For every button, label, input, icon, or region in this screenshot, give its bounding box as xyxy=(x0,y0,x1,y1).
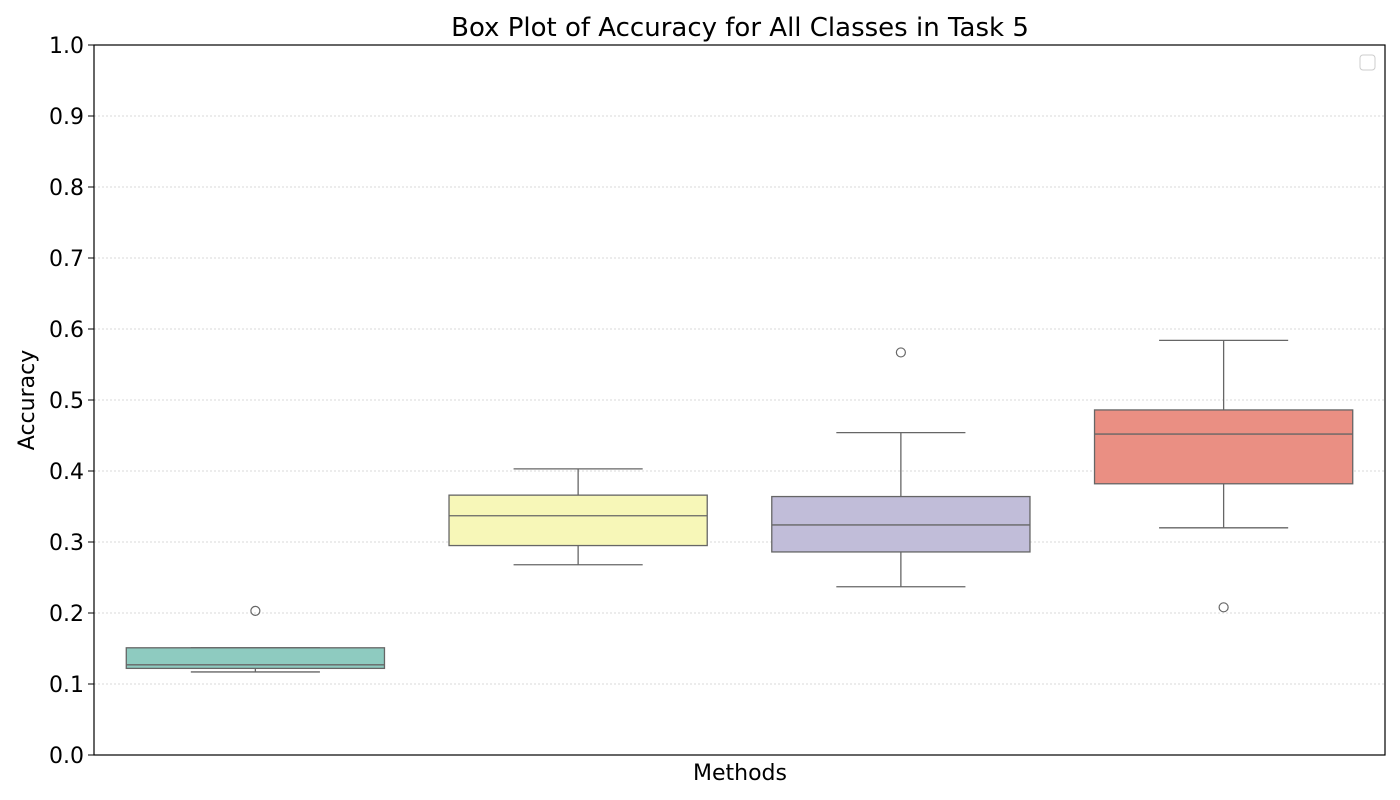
outlier-point xyxy=(895,347,906,358)
box-body xyxy=(1093,409,1354,485)
box-body xyxy=(125,647,386,670)
y-tick-label: 0.8 xyxy=(49,176,84,201)
box-body xyxy=(448,494,708,547)
y-tick-label: 0.6 xyxy=(49,318,84,343)
y-tick-label: 0.5 xyxy=(49,389,84,414)
y-tick-label: 0.1 xyxy=(49,673,84,698)
y-tick-label: 0.4 xyxy=(49,460,84,485)
legend-box xyxy=(1359,54,1376,71)
y-tick-label: 0.2 xyxy=(49,602,84,627)
x-axis-label: Methods xyxy=(693,761,787,786)
box-4 xyxy=(1093,339,1354,613)
box-1 xyxy=(125,605,386,673)
chart-title: Box Plot of Accuracy for All Classes in … xyxy=(451,13,1029,43)
y-tick-label: 1.0 xyxy=(49,34,84,59)
grid-lines xyxy=(94,115,1385,685)
y-axis-ticks: 0.0 0.1 0.2 0.3 0.4 0.5 0.6 0.7 0.8 0.9 1.0 xyxy=(49,34,94,769)
outlier-point xyxy=(1218,602,1229,613)
y-tick-label: 0.0 xyxy=(49,744,84,769)
y-axis-label: Accuracy xyxy=(15,350,40,450)
box-3 xyxy=(771,347,1031,588)
boxes-group xyxy=(125,339,1354,673)
y-tick-label: 0.3 xyxy=(49,531,84,556)
y-tick-label: 0.7 xyxy=(49,247,84,272)
y-tick-label: 0.9 xyxy=(49,105,84,130)
box-2 xyxy=(448,468,708,566)
box-body xyxy=(771,495,1031,553)
outlier-point xyxy=(250,605,261,616)
